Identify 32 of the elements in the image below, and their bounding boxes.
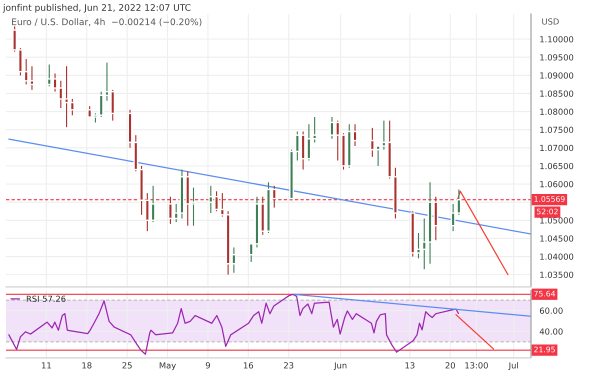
y-tick-label: 1.06500: [540, 162, 574, 170]
x-tick-label: 20: [446, 362, 455, 369]
y-tick-label: 1.06000: [540, 181, 574, 188]
chart-title: jonfint published, Jun 21, 2022 12:07 UTC: [2, 4, 191, 13]
x-tick-label: 16: [244, 362, 254, 369]
y-tick-label: 1.03500: [540, 272, 574, 278]
y-tick-label: 40.00: [540, 328, 563, 335]
x-tick-label: Jul: [508, 362, 518, 370]
x-tick-label: 11: [42, 362, 51, 368]
y-tick-label: 1.04500: [540, 235, 574, 242]
y-axis-title: USD: [542, 18, 559, 25]
x-tick-label: 25: [122, 362, 132, 369]
x-tick-label: 13:00: [465, 362, 488, 369]
x-tick-label: May: [160, 362, 176, 370]
y-tick-label: 1.08000: [540, 108, 574, 115]
x-tick-label: 13: [405, 362, 414, 369]
x-tick-label: 18: [82, 362, 92, 369]
y-tick-label: 1.05000: [540, 217, 574, 224]
y-tick-label: 1.09000: [540, 72, 574, 79]
y-tick-label: 1.07500: [540, 126, 574, 133]
chart-subtitle: Euro / U.S. Dollar, 4h −0.00214 (−0.20%): [12, 18, 202, 26]
y-tick-label: 1.08500: [540, 90, 574, 97]
y-tick-label: 1.04000: [540, 253, 574, 260]
x-tick-label: 9: [206, 362, 210, 369]
line-series: [8, 294, 460, 355]
y-tick-label: 1.09500: [540, 54, 574, 61]
y-tick-label: 1.10000: [540, 36, 574, 42]
x-tick-label: Jun: [334, 362, 346, 370]
legend-label: RSI 57.26: [26, 296, 66, 302]
y-tick-label: 60.00: [540, 308, 563, 314]
y-tick-label: 1.07000: [540, 144, 574, 152]
x-tick-label: 23: [284, 362, 294, 369]
